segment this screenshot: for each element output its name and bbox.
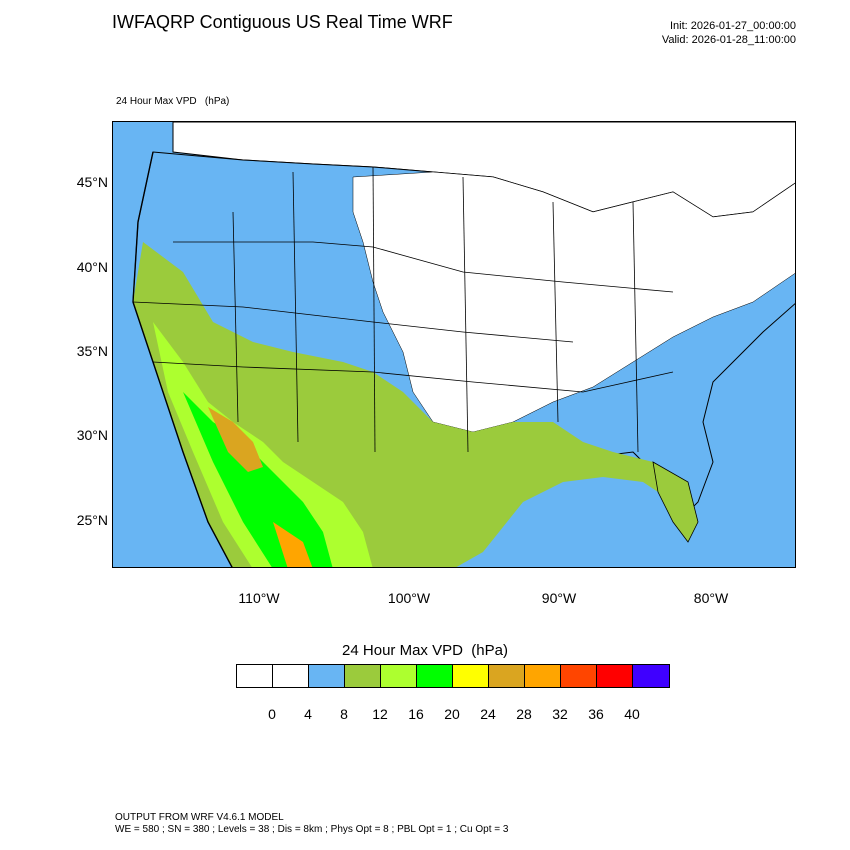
colorbar-tick-label: 4 [304, 706, 312, 722]
footer-config-line: WE = 580 ; SN = 380 ; Levels = 38 ; Dis … [115, 824, 509, 835]
west-coastline [132, 151, 233, 567]
mexico-hotspot [273, 522, 313, 567]
colorbar-swatch [597, 665, 633, 687]
colorbar-tick-label: 40 [624, 706, 640, 722]
footer-model-line: OUTPUT FROM WRF V4.6.1 MODEL [115, 812, 284, 823]
colorbar-tick-label: 20 [444, 706, 460, 722]
map-title: IWFAQRP Contiguous US Real Time WRF [112, 12, 453, 32]
colorbar-swatch [489, 665, 525, 687]
colorbar-swatch [561, 665, 597, 687]
colorbar-title: 24 Hour Max VPD (hPa) [342, 642, 508, 659]
colorbar-tick-label: 12 [372, 706, 388, 722]
vpd-map [113, 122, 795, 567]
lat-label-30: 30°N [76, 427, 108, 443]
higher-vpd-region [183, 392, 333, 567]
colorbar-swatch [237, 665, 273, 687]
low-vpd-region [352, 171, 795, 433]
colorbar-tick-label: 16 [408, 706, 424, 722]
colorbar-tick-label: 28 [516, 706, 532, 722]
lon-label-80w: 80°W [693, 590, 729, 606]
map-panel [112, 121, 796, 568]
lon-label-90w: 90°W [541, 590, 577, 606]
colorbar-swatch [345, 665, 381, 687]
lat-label-45: 45°N [76, 174, 108, 190]
lat-label-35: 35°N [76, 343, 108, 359]
init-time: Init: 2026-01-27_00:00:00 [670, 20, 796, 32]
florida [652, 461, 699, 543]
lat-label-25: 25°N [76, 512, 108, 528]
valid-time: Valid: 2026-01-28_11:00:00 [661, 34, 796, 46]
colorbar-tick-label: 36 [588, 706, 604, 722]
colorbar [236, 664, 670, 688]
colorbar-swatch [381, 665, 417, 687]
colorbar-tick-label: 0 [268, 706, 276, 722]
lon-label-100w: 100°W [387, 590, 431, 606]
colorbar-swatch [453, 665, 489, 687]
colorbar-swatch [417, 665, 453, 687]
colorbar-tick-label: 24 [480, 706, 496, 722]
state-borders [132, 166, 674, 453]
colorbar-swatch [309, 665, 345, 687]
lat-label-40: 40°N [76, 259, 108, 275]
colorbar-swatch [273, 665, 309, 687]
colorbar-swatch [633, 665, 669, 687]
sonoran-hotspot [208, 407, 263, 472]
colorbar-tick-label: 8 [340, 706, 348, 722]
colorbar-tick-label: 32 [552, 706, 568, 722]
field-label: 24 Hour Max VPD (hPa) [116, 96, 230, 107]
lon-label-110w: 110°W [238, 590, 280, 606]
high-vpd-region [153, 322, 373, 567]
colorbar-swatch [525, 665, 561, 687]
